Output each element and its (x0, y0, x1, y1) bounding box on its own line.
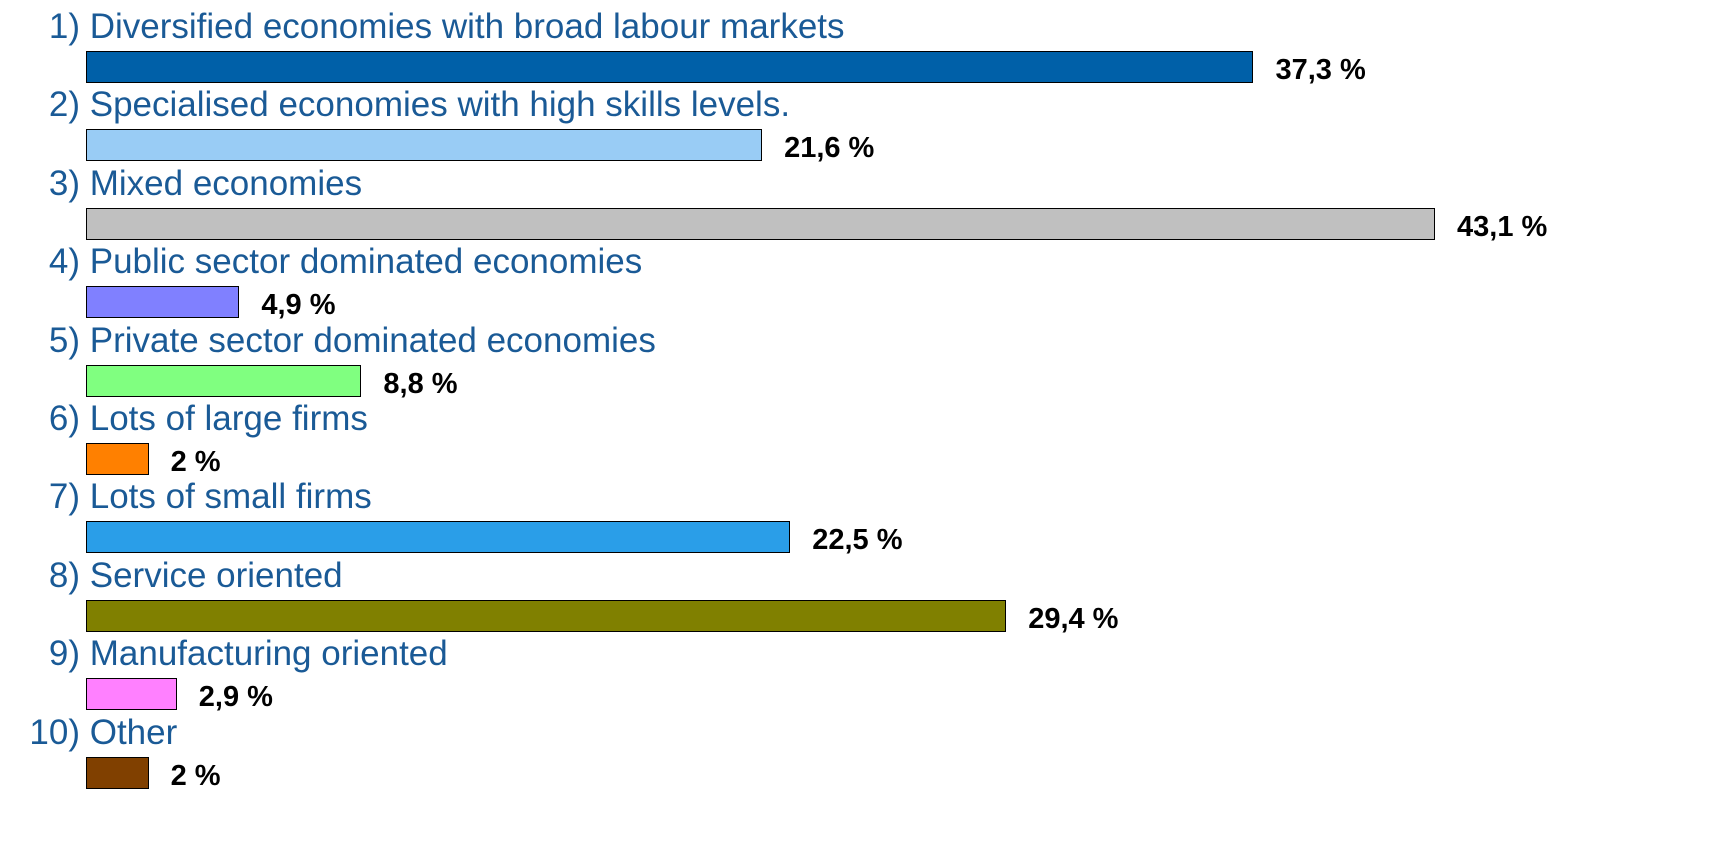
value-label: 8,8 % (383, 367, 458, 400)
bar (86, 51, 1254, 83)
category-text: Lots of small firms (89, 477, 372, 517)
category-number: 5) (48, 320, 80, 360)
category-text: Specialised economies with high skills l… (89, 85, 791, 125)
value-label: 2 % (170, 446, 221, 478)
bar (86, 756, 149, 789)
category-label: 5) Private sector dominated economies (0, 320, 656, 360)
category-label: 2) Specialised economies with high skill… (0, 86, 790, 124)
category-text: Diversified economies with broad labour … (89, 7, 845, 46)
category-label: 9) Manufacturing oriented (0, 635, 448, 673)
bar (86, 678, 177, 711)
category-number: 6) (48, 399, 80, 438)
chart-row: 2) Specialised economies with high skill… (0, 78, 1715, 165)
value-label: 43,1 % (1457, 210, 1548, 243)
chart-row: 9) Manufacturing oriented 2,9 % (0, 627, 1715, 714)
chart-row: 5) Private sector dominated economies 8,8… (0, 314, 1715, 400)
chart-row: 8) Service oriented 29,4 % (0, 549, 1715, 635)
chart-row: 3) Mixed economies 43,1 % (0, 157, 1715, 243)
chart-row: 6) Lots of large firms 2 % (0, 392, 1715, 479)
category-number: 7) (48, 477, 80, 517)
bar (86, 599, 1007, 632)
chart-row: 4) Public sector dominated economies 4,9 … (0, 235, 1715, 322)
category-label: 3) Mixed economies (0, 163, 363, 203)
value-label: 2 % (170, 759, 221, 792)
value-label: 21,6 % (784, 132, 875, 165)
value-label: 4,9 % (261, 289, 336, 322)
value-label: 37,3 % (1275, 54, 1366, 86)
bar (86, 129, 763, 162)
chart-row: 10) Other 2 % (0, 706, 1715, 792)
bar (86, 207, 1435, 240)
category-label: 4) Public sector dominated economies (0, 243, 642, 281)
category-text: Other (89, 712, 178, 752)
category-text: Mixed economies (89, 163, 363, 203)
category-text: Manufacturing oriented (89, 634, 448, 674)
category-number: 3) (48, 163, 80, 203)
value-label: 2,9 % (198, 681, 273, 714)
category-label: 8) Service oriented (0, 555, 343, 595)
chart-row: 7) Lots of small firms 22,5 % (0, 470, 1715, 557)
category-number: 10) (29, 712, 80, 752)
value-label: 29,4 % (1028, 602, 1119, 635)
bar (86, 443, 149, 475)
category-label: 1) Diversified economies with broad labo… (0, 8, 845, 46)
category-label: 10) Other (0, 712, 178, 752)
category-text: Service oriented (89, 555, 343, 595)
category-number: 1) (48, 7, 80, 46)
category-number: 8) (48, 555, 80, 595)
category-number: 9) (48, 634, 80, 674)
bar (86, 364, 362, 397)
category-text: Private sector dominated economies (89, 320, 656, 360)
category-text: Lots of large firms (89, 399, 368, 438)
category-label: 7) Lots of small firms (0, 478, 372, 516)
category-label: 6) Lots of large firms (0, 400, 368, 438)
bar (86, 521, 791, 554)
category-number: 4) (48, 242, 80, 282)
category-number: 2) (48, 85, 80, 125)
bar (86, 286, 240, 319)
category-text: Public sector dominated economies (89, 242, 643, 282)
chart-row: 1) Diversified economies with broad labo… (0, 0, 1715, 87)
value-label: 22,5 % (812, 524, 903, 557)
